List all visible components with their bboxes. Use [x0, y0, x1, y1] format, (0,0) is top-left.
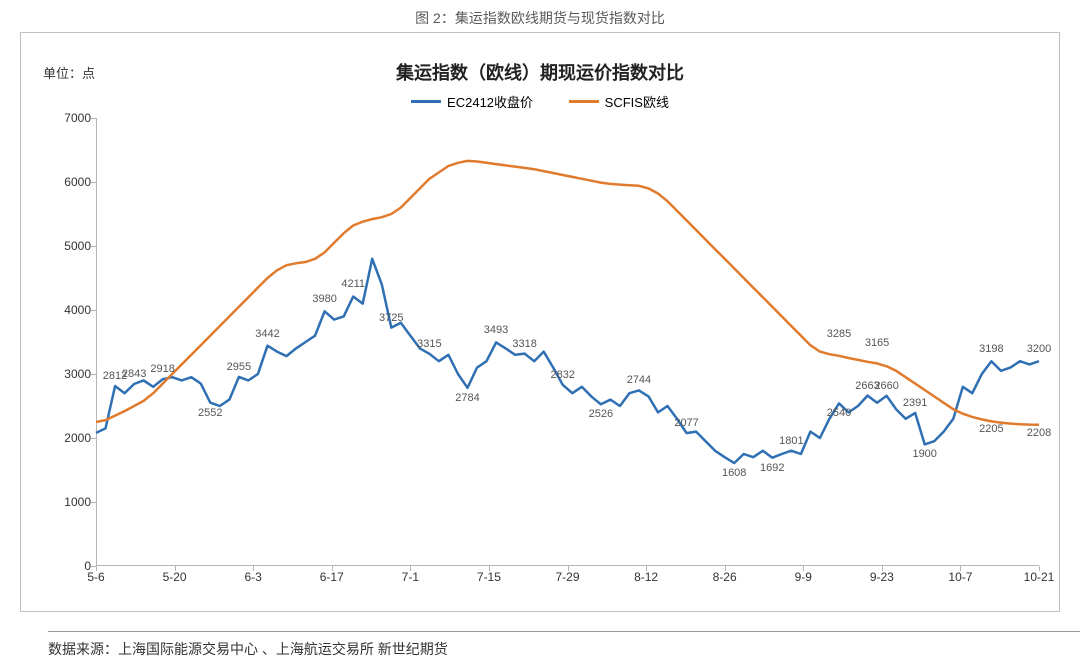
value-label: 3318	[512, 338, 536, 350]
y-tick-label: 6000	[64, 175, 91, 189]
y-tick-label: 5000	[64, 239, 91, 253]
legend-item-ec2412: EC2412收盘价	[411, 92, 533, 111]
legend-swatch	[411, 100, 441, 103]
legend: EC2412收盘价 SCFIS欧线	[21, 91, 1059, 111]
x-tick-label: 8-12	[634, 570, 658, 584]
value-label: 1608	[722, 467, 746, 479]
x-tick-label: 5-6	[87, 570, 104, 584]
value-label: 2918	[150, 363, 174, 375]
chart-svg	[96, 118, 1039, 566]
value-label: 3442	[255, 328, 279, 340]
x-tick-label: 7-29	[555, 570, 579, 584]
value-label: 4211	[341, 278, 365, 290]
figure-caption: 图 2：集运指数欧线期货与现货指数对比	[0, 0, 1080, 32]
value-label: 2526	[589, 408, 613, 420]
y-tick-label: 1000	[64, 495, 91, 509]
value-label: 2784	[455, 392, 479, 404]
value-label: 2832	[550, 369, 574, 381]
plot-area: 01000200030004000500060007000 5-65-206-3…	[96, 118, 1039, 566]
value-label: 2843	[122, 368, 146, 380]
y-tick-label: 3000	[64, 367, 91, 381]
x-tick-label: 9-23	[870, 570, 894, 584]
x-tick-label: 5-20	[163, 570, 187, 584]
value-label: 2744	[627, 374, 651, 386]
data-source: 数据来源：上海国际能源交易中心 、上海航运交易所 新世纪期货	[48, 639, 448, 659]
value-label: 1692	[760, 462, 784, 474]
value-label: 2391	[903, 397, 927, 409]
y-tick-label: 4000	[64, 303, 91, 317]
x-tick-label: 10-21	[1024, 570, 1055, 584]
value-label: 3493	[484, 324, 508, 336]
value-label: 3725	[379, 312, 403, 324]
value-label: 2208	[1027, 427, 1051, 439]
value-label: 3315	[417, 338, 441, 350]
y-tick-label: 2000	[64, 431, 91, 445]
x-tick-label: 9-9	[795, 570, 812, 584]
value-label: 2660	[874, 380, 898, 392]
x-ticks: 5-65-206-36-177-17-157-298-128-269-99-23…	[96, 570, 1039, 588]
chart-container: 单位：点 集运指数（欧线）期现运价指数对比 EC2412收盘价 SCFIS欧线 …	[20, 32, 1060, 612]
x-tick-label: 6-17	[320, 570, 344, 584]
x-tick-label: 7-1	[402, 570, 419, 584]
y-ticks: 01000200030004000500060007000	[41, 118, 91, 566]
value-label: 3285	[827, 328, 851, 340]
y-tick-label: 7000	[64, 111, 91, 125]
x-tick-label: 6-3	[244, 570, 261, 584]
x-tick-label: 8-26	[713, 570, 737, 584]
value-label: 3200	[1027, 343, 1051, 355]
value-label: 2552	[198, 407, 222, 419]
legend-swatch	[569, 100, 599, 103]
value-label: 2205	[979, 423, 1003, 435]
legend-label: SCFIS欧线	[605, 92, 669, 111]
legend-label: EC2412收盘价	[447, 92, 533, 111]
value-label: 3165	[865, 337, 889, 349]
x-tick-label: 10-7	[948, 570, 972, 584]
legend-item-scfis: SCFIS欧线	[569, 92, 669, 111]
value-label: 1801	[779, 435, 803, 447]
value-label: 1900	[912, 448, 936, 460]
x-tick-label: 7-15	[477, 570, 501, 584]
value-label: 3980	[312, 293, 336, 305]
value-label: 2955	[227, 361, 251, 373]
chart-title: 集运指数（欧线）期现运价指数对比	[21, 59, 1059, 85]
value-label: 3198	[979, 343, 1003, 355]
value-label: 2540	[827, 407, 851, 419]
value-label: 2077	[674, 417, 698, 429]
